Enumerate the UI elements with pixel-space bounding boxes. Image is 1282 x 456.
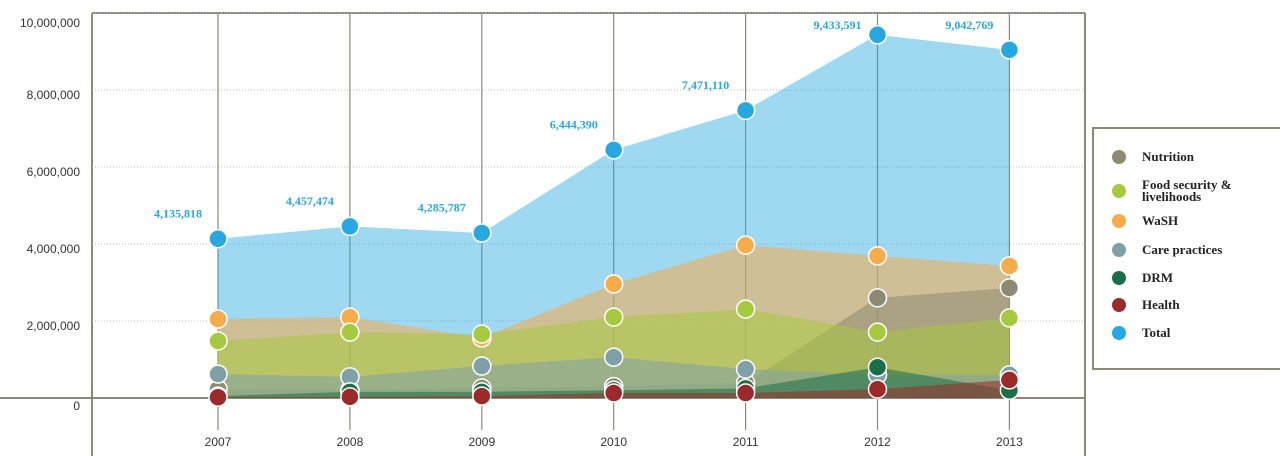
legend-item: Total (1112, 326, 1254, 340)
legend-marker (1112, 298, 1126, 312)
x-tick-label: 2013 (996, 435, 1023, 449)
legend-label: WaSH (1142, 213, 1179, 228)
point (867, 288, 888, 308)
point (472, 356, 492, 376)
point (603, 383, 624, 403)
legend-marker (1112, 243, 1126, 257)
point (999, 278, 1020, 298)
point (735, 383, 756, 403)
point (735, 235, 756, 255)
point (735, 359, 756, 379)
x-tick-label: 2012 (864, 435, 891, 449)
legend-item: Nutrition (1112, 150, 1254, 164)
point (208, 387, 228, 407)
y-tick-label: 8,000,000 (27, 88, 81, 102)
legend-marker (1112, 214, 1126, 228)
x-tick-label: 2011 (733, 435, 759, 449)
point (999, 256, 1020, 276)
points (208, 25, 1020, 407)
legend-marker (1112, 326, 1126, 340)
legend-label: Health (1142, 297, 1180, 312)
legend-item: DRM (1112, 271, 1254, 285)
legend-item: Health (1112, 298, 1254, 312)
legend-marker (1112, 150, 1126, 164)
data-label: 9,042,769 (945, 18, 993, 32)
data-label: 9,433,591 (814, 18, 862, 32)
legend-item: WaSH (1112, 214, 1254, 228)
point (735, 100, 756, 121)
legend: Nutrition Food security & livelihoods WaSH… (1092, 127, 1280, 370)
area (218, 379, 1010, 398)
legend-label: Care practices (1142, 242, 1223, 257)
legend-label: Food security & livelihoods (1142, 177, 1232, 204)
point (735, 299, 756, 319)
labels: 4,135,818 4,457,474 4,285,787 6,444,390 7,47… (154, 18, 993, 221)
x-tick-label: 2008 (337, 435, 364, 449)
point (208, 229, 228, 249)
y-tick-label: 0 (73, 399, 80, 413)
point (340, 387, 360, 407)
point (208, 331, 228, 351)
data-label: 4,135,818 (154, 207, 202, 221)
data-label: 7,471,110 (682, 78, 729, 92)
point (999, 370, 1020, 390)
legend-marker (1112, 184, 1126, 198)
y-tick-label: 4,000,000 (27, 242, 81, 256)
point (472, 223, 492, 243)
x-tick-label: 2010 (600, 435, 627, 449)
legend-item: Food security & livelihoods (1112, 177, 1254, 204)
point (603, 347, 624, 367)
x-tick-label: 2009 (468, 435, 495, 449)
point (999, 308, 1020, 328)
point (472, 386, 492, 406)
point (208, 309, 228, 329)
point (603, 140, 624, 160)
legend-label: Total (1142, 325, 1171, 340)
area (218, 367, 1010, 398)
point (867, 25, 888, 45)
legend-item: Care practices (1112, 243, 1254, 257)
point (867, 379, 888, 399)
legend-marker (1112, 271, 1126, 285)
data-label: 4,285,787 (418, 201, 466, 215)
point (208, 364, 228, 384)
legend-label: Nutrition (1142, 149, 1194, 164)
point (603, 274, 624, 294)
y-tick-label: 6,000,000 (27, 165, 81, 179)
point (603, 307, 624, 327)
point (867, 246, 888, 266)
legend-label: DRM (1142, 270, 1174, 285)
point (472, 324, 492, 344)
data-label: 6,444,390 (550, 118, 598, 132)
point (999, 40, 1020, 60)
point (867, 357, 888, 377)
x-tick-label: 2007 (205, 435, 232, 449)
point (340, 216, 360, 237)
point (340, 322, 360, 342)
y-tick-label: 10,000,000 (20, 16, 80, 30)
point (867, 322, 888, 342)
data-label: 4,457,474 (286, 194, 334, 208)
y-tick-label: 2,000,000 (27, 319, 81, 333)
